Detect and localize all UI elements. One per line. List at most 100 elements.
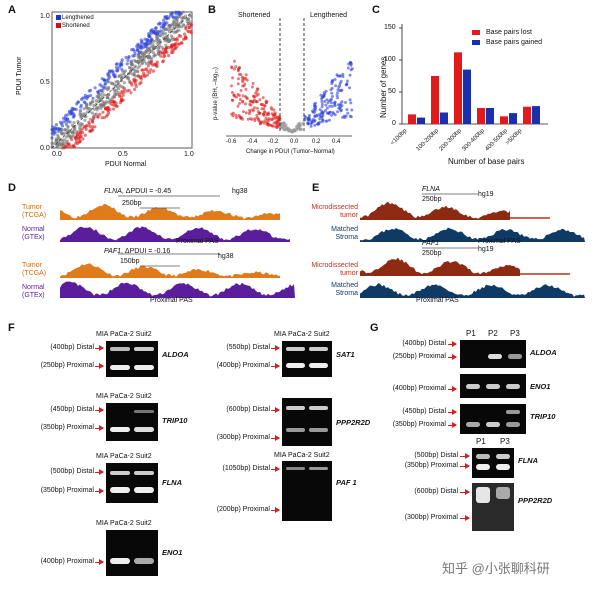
g2-lane-p1: P1 [476,437,486,446]
chart-xlabel: Number of base pairs [448,157,525,166]
d-pas-2: Proximal PAS [150,297,193,304]
d-normal-sub-1: (GTEx) [22,234,45,241]
bar-lost-0 [408,114,416,124]
panel-a-letter: A [8,4,16,16]
f-ppp2r2d-proximal: (300bp) Proximal [216,434,270,441]
panel-a-xtick-0: 0.0 [52,151,62,158]
g-gene-eno1: ENO1 [530,382,551,391]
e-paf1-build: hg19 [478,246,494,253]
scatter-points [50,10,194,150]
e-micro-sub-1: tumor [340,212,358,219]
g-eno1-proximal: (400bp) Proximal [392,385,446,392]
f-sat1-proximal: (400bp) Proximal [216,362,270,369]
f-aldoa-distal: (400bp) Distal [50,344,94,351]
panel-b-ylabel: p-value (BH, –log₁₀) [213,67,219,120]
legend-swatch-lengthened [56,15,61,20]
f-header-2: MIA PaCa-2 Suit2 [96,393,152,400]
f-gene-ppp2r2d: PPP2R2D [336,418,371,427]
f-header-5: MIA PaCa-2 Suit2 [274,331,330,338]
gel-g-flna [472,448,514,478]
panel-b-xtick-1: -0.4 [247,139,258,145]
panel-f-letter: F [8,322,15,334]
g2-lane-p3: P3 [500,437,510,446]
gel-f-sat1 [282,341,332,377]
f-eno1-proximal: (400bp) Proximal [40,558,94,565]
bar-lost-3 [477,108,485,124]
f-paf1-distal: (1050bp) Distal [222,465,270,472]
panel-a-ylabel: PDUI Tumor [16,56,23,95]
f-flna-proximal: (350bp) Proximal [40,487,94,494]
e-flna-gene: FLNA [422,186,440,193]
f-sat1-distal: (550bp) Distal [226,344,270,351]
panel-b-letter: B [208,4,216,16]
e-flna-scale: 250bp [422,196,442,203]
g-flna-proximal: (350bp) Proximal [404,462,458,469]
d-flna-scale: 250bp [122,200,142,207]
bar-lost-1 [431,76,439,124]
e-micro-label-2: Microdissected [311,262,358,269]
legend-lost: Base pairs lost [486,29,532,36]
g-flna-distal: (500bp) Distal [414,452,458,459]
g-lane-p1: P1 [466,329,476,338]
g-gene-aldoa: ALDOA [530,348,557,357]
d-paf1-build: hg38 [218,253,234,260]
e-stroma-label-1: Matched [331,226,358,233]
g-aldoa-proximal: (250bp) Proximal [392,353,446,360]
panel-b-xtick-5: 0.4 [332,139,341,145]
y-tick-100: 100 [384,56,396,63]
y-tick-0: 0 [392,120,396,127]
panel-b-xtick-0: -0.6 [226,139,237,145]
panel-a-scatter [50,10,194,150]
d-normal-sub-2: (GTEx) [22,292,45,299]
bar-lost-2 [454,52,462,124]
bar-lost-5 [523,106,531,124]
bar-group [408,52,540,124]
f-gene-flna: FLNA [162,478,182,487]
panel-g-letter: G [370,322,379,334]
f-aldoa-proximal: (250bp) Proximal [40,362,94,369]
gel-f-trip10 [106,403,158,441]
bar-gained-3 [486,108,494,124]
g-trip10-proximal: (350bp) Proximal [392,421,446,428]
f-flna-distal: (500bp) Distal [50,468,94,475]
panel-b-xtick-2: -0.2 [268,139,279,145]
d-paf1-scale: 150bp [120,258,140,265]
g-lane-p3: P3 [510,329,520,338]
panel-a-xtick-1: 0.5 [118,151,128,158]
d-tumor-label-1: Tumor [22,204,42,211]
panel-e-tracks [360,193,585,298]
g-gene-ppp2r2d: PPP2R2D [518,496,553,505]
g-gene-trip10: TRIP10 [530,412,556,421]
f-gene-paf1: PAF 1 [336,478,357,487]
panel-b-xlabel: Change in PDUI (Tumor–Normal) [246,149,335,155]
panel-a-ytick-2: 1.0 [40,13,50,20]
panel-a-ytick-0: 0.0 [40,145,50,152]
d-tumor-sub-1: (TCGA) [22,212,47,219]
f-ppp2r2d-distal: (600bp) Distal [226,406,270,413]
d-paf1-delta: PAF1, ΔPDUI = -0.16 [104,248,171,255]
f-header-3: MIA PaCa-2 Suit2 [96,453,152,460]
e-micro-label-1: Microdissected [311,204,358,211]
panel-e-letter: E [312,182,320,194]
gel-f-aldoa [106,341,158,377]
e-pas-1: Proximal PAS [478,238,521,245]
f-trip10-distal: (450bp) Distal [50,406,94,413]
gel-g-ppp2r2d [472,483,514,531]
d-tumor-label-2: Tumor [22,262,42,269]
e-paf1-scale: 250bp [422,250,442,257]
f-gene-trip10: TRIP10 [162,416,188,425]
gel-f-flna [106,463,158,503]
y-tick-50: 50 [388,88,396,95]
f-header-7: MIA PaCa-2 Suit2 [274,452,330,459]
f-gene-sat1: SAT1 [336,350,355,359]
gel-g-eno1 [460,374,526,398]
f-gene-aldoa: ALDOA [162,350,189,359]
f-paf1-proximal: (200bp) Proximal [216,506,270,513]
gel-f-eno1 [106,530,158,576]
panel-b-xtick-4: 0.2 [312,139,321,145]
gel-g-aldoa [460,340,526,368]
legend-swatch-lost [472,30,480,35]
d-normal-label-2: Normal [22,284,45,291]
gel-g-trip10 [460,404,526,434]
panel-b-lengthened: Lengthened [310,12,347,19]
